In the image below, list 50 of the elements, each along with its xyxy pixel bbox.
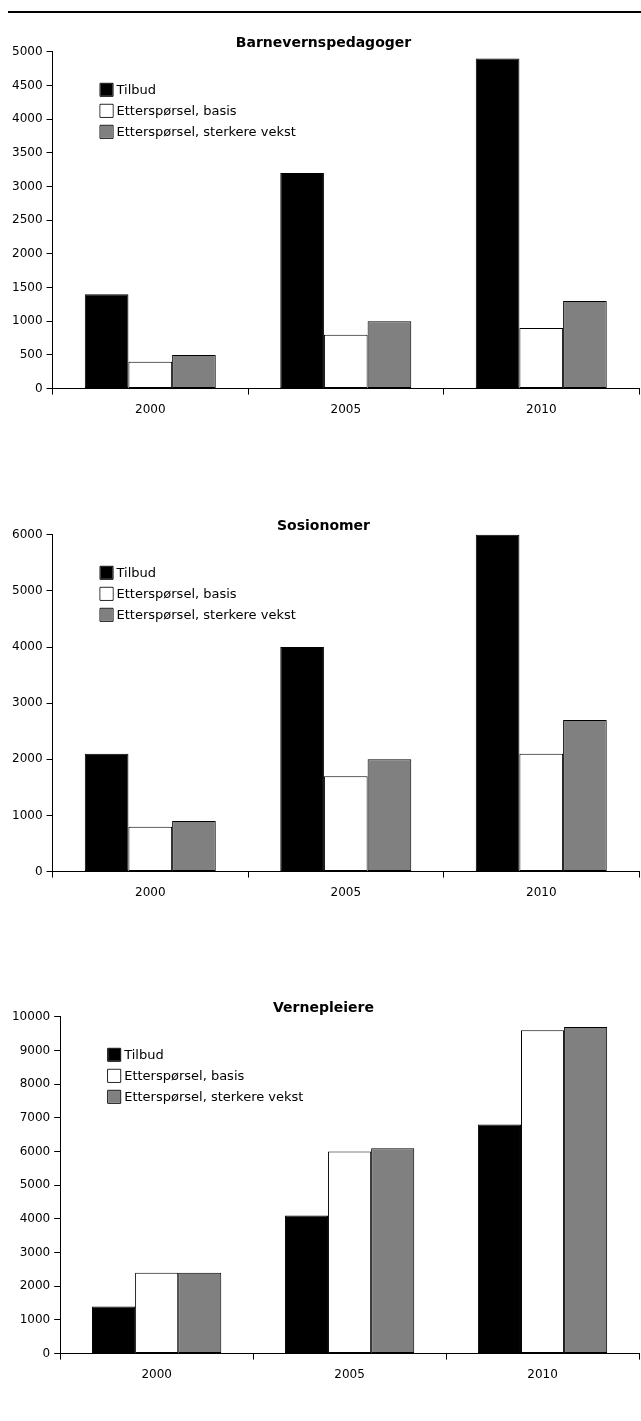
y-tick-label: 0: [34, 863, 43, 878]
x-tick-label: 2005: [330, 884, 362, 899]
y-tick-label: 2000: [19, 1278, 51, 1293]
y-tick-label: 10000: [11, 1008, 51, 1023]
y-tick-label: 6000: [11, 526, 43, 541]
chart-title: Barnevernspedagoger: [235, 34, 412, 51]
legend-label: Tilbud: [115, 565, 157, 581]
legend-label: Etterspørsel, basis: [116, 586, 237, 602]
y-tick-label: 7000: [19, 1109, 51, 1124]
y-tick-label: 2000: [11, 246, 43, 261]
y-tick-label: 500: [19, 347, 43, 362]
x-tick-label: 2005: [334, 1366, 365, 1381]
y-tick-label: 5000: [11, 583, 43, 598]
y-tick-label: 3500: [11, 144, 43, 159]
y-tick-label: 1000: [11, 313, 43, 328]
y-tick-label: 5000: [11, 43, 43, 58]
y-tick-label: 1000: [11, 807, 43, 822]
y-tick-label: 1500: [11, 279, 43, 294]
y-tick-label: 9000: [19, 1042, 51, 1057]
x-tick-label: 2000: [135, 401, 166, 416]
y-tick-label: 3000: [19, 1244, 51, 1259]
y-tick-label: 2500: [11, 212, 43, 227]
y-tick-label: 0: [34, 380, 43, 395]
legend-label: Etterspørsel, sterkere vekst: [124, 1089, 304, 1105]
y-tick-label: 3000: [11, 178, 43, 193]
y-tick-label: 4000: [19, 1211, 51, 1226]
x-tick-label: 2010: [525, 401, 557, 416]
legend-label: Etterspørsel, basis: [124, 1068, 245, 1084]
legend-label: Etterspørsel, sterkere vekst: [116, 607, 296, 623]
y-tick-label: 4000: [11, 639, 43, 654]
y-tick-label: 4500: [11, 77, 43, 92]
chart-title: Vernepleiere: [273, 999, 374, 1016]
x-tick-label: 2005: [330, 401, 362, 416]
x-tick-label: 2010: [527, 1366, 558, 1381]
y-tick-label: 8000: [19, 1076, 51, 1091]
legend-label: Tilbud: [115, 82, 157, 98]
x-tick-label: 2010: [525, 884, 557, 899]
y-tick-label: 6000: [19, 1143, 51, 1158]
y-tick-label: 5000: [19, 1177, 51, 1192]
y-tick-label: 4000: [11, 111, 43, 126]
x-tick-label: 2000: [141, 1366, 172, 1381]
legend-label: Etterspørsel, basis: [116, 103, 237, 119]
legend-label: Tilbud: [123, 1047, 164, 1063]
legend-label: Etterspørsel, sterkere vekst: [116, 124, 296, 140]
y-tick-label: 2000: [11, 751, 43, 766]
x-tick-label: 2000: [135, 884, 166, 899]
y-tick-label: 1000: [19, 1312, 51, 1327]
y-tick-label: 3000: [11, 695, 43, 710]
y-tick-label: 0: [42, 1345, 51, 1360]
chart-title: Sosionomer: [276, 517, 371, 534]
